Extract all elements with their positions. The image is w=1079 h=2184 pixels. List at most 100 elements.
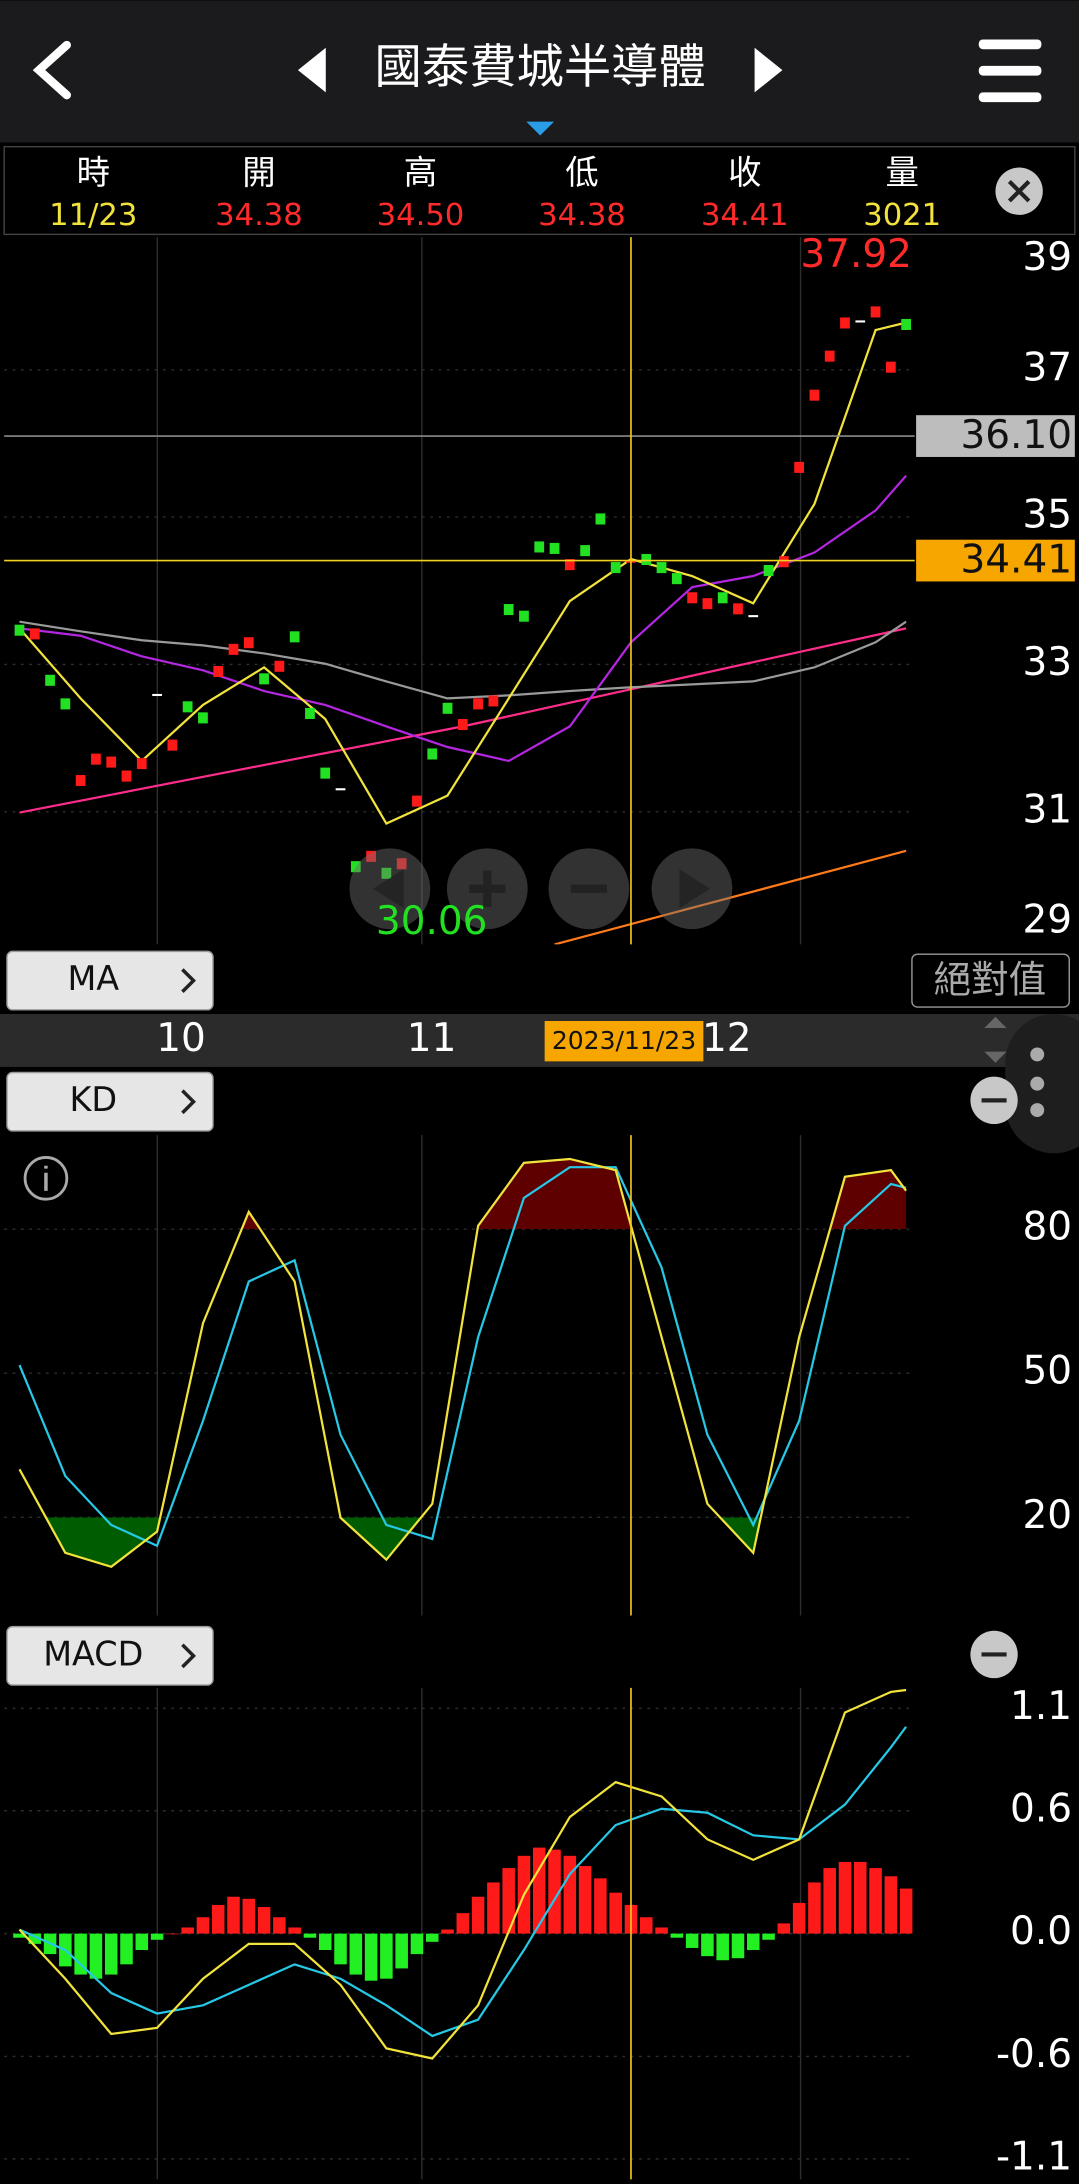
chevron xyxy=(181,1089,196,1115)
histogram-bar xyxy=(334,1933,347,1965)
back-button[interactable] xyxy=(32,40,72,100)
histogram-bar xyxy=(731,1933,745,1959)
prev-button[interactable] xyxy=(297,47,326,93)
candle xyxy=(442,702,453,714)
histogram-bar xyxy=(594,1878,607,1934)
histogram-bar xyxy=(104,1933,118,1975)
low-label: 30.06 xyxy=(376,899,488,944)
quote-label: 低 xyxy=(565,153,598,192)
price-tag-label: 36.10 xyxy=(960,413,1072,458)
histogram-bar xyxy=(211,1904,225,1934)
candle xyxy=(641,553,652,566)
mode-button[interactable] xyxy=(911,953,1070,1008)
histogram-bar xyxy=(120,1933,133,1965)
histogram-bar xyxy=(792,1902,806,1934)
candle xyxy=(580,545,590,557)
price-tag-label: 34.41 xyxy=(960,537,1072,582)
candle xyxy=(610,562,621,574)
histogram-bar xyxy=(808,1882,821,1934)
histogram-bar xyxy=(563,1855,577,1934)
y-tick-label: 33 xyxy=(1022,640,1072,685)
price-tag xyxy=(916,539,1075,582)
dif-line xyxy=(18,1688,907,2060)
candle xyxy=(152,693,162,697)
candle xyxy=(412,795,422,807)
histogram-bar xyxy=(685,1933,699,1948)
side-tab-dot xyxy=(1030,1076,1045,1091)
candle xyxy=(198,712,208,724)
candle xyxy=(717,592,728,604)
dropdown-indicator[interactable] xyxy=(526,121,555,136)
y-tick-label: 39 xyxy=(1022,235,1072,280)
candle xyxy=(794,461,805,473)
icon xyxy=(373,869,404,909)
candle xyxy=(809,389,820,401)
histogram-bar xyxy=(609,1892,622,1934)
histogram-bar xyxy=(181,1927,194,1934)
candle xyxy=(687,592,697,604)
candle xyxy=(274,660,285,672)
histogram-bar xyxy=(502,1868,515,1934)
quote-label: 時 xyxy=(77,153,110,192)
candle xyxy=(564,559,575,571)
ma-line xyxy=(554,849,907,945)
candle xyxy=(840,317,850,329)
candle xyxy=(702,598,713,610)
quote-label: 量 xyxy=(885,153,918,192)
candle xyxy=(182,701,193,713)
indicator-button[interactable] xyxy=(6,1625,214,1686)
histogram-bar xyxy=(303,1933,317,1938)
histogram-bar xyxy=(150,1933,164,1940)
candle xyxy=(228,643,239,655)
date-label: 11 xyxy=(407,1016,457,1061)
histogram-bar xyxy=(395,1933,408,1969)
histogram-bar xyxy=(747,1933,760,1951)
candle xyxy=(167,739,178,751)
histogram-bar xyxy=(166,1933,179,1935)
y-tick-label: 50 xyxy=(1022,1349,1072,1394)
candle xyxy=(473,698,483,710)
histogram-bar xyxy=(532,1847,546,1934)
y-tick-label: 0.6 xyxy=(1010,1786,1072,1831)
histogram-bar xyxy=(227,1896,240,1934)
next-button[interactable] xyxy=(754,47,783,93)
title: 國泰費城半導體 xyxy=(375,40,706,95)
histogram-bar xyxy=(456,1913,470,1934)
quote-value: 34.38 xyxy=(538,198,626,233)
indicator-button[interactable] xyxy=(6,1071,214,1132)
histogram-bar xyxy=(242,1898,256,1934)
histogram-bar xyxy=(364,1933,378,1981)
candle xyxy=(427,748,438,760)
indicator-button[interactable] xyxy=(6,950,214,1011)
icon xyxy=(679,869,711,909)
candle xyxy=(824,350,835,362)
date-label: 12 xyxy=(702,1016,752,1061)
price-plot xyxy=(14,306,912,945)
histogram-bar xyxy=(380,1933,393,1979)
y-tick-label: 0.0 xyxy=(1010,1909,1072,1954)
scroll-handle[interactable] xyxy=(984,1016,1007,1063)
menu-button[interactable] xyxy=(978,39,1042,103)
candle xyxy=(549,542,560,554)
quote-row xyxy=(3,145,1076,236)
quote-value: 34.50 xyxy=(377,198,465,233)
histogram-bar xyxy=(869,1868,882,1934)
quote-label: 高 xyxy=(404,153,437,192)
quote-label: 開 xyxy=(242,153,275,192)
candle xyxy=(259,673,269,685)
quote-label: 收 xyxy=(728,153,761,192)
date-label: 10 xyxy=(156,1016,206,1061)
quote-value: 34.41 xyxy=(701,198,789,233)
d-line xyxy=(18,1166,907,1548)
candle xyxy=(748,615,759,618)
info-button[interactable] xyxy=(23,1156,69,1201)
histogram-bar xyxy=(349,1933,363,1975)
histogram-bar xyxy=(701,1933,714,1957)
y-tick-label: 20 xyxy=(1022,1493,1072,1538)
histogram-bar xyxy=(487,1882,500,1934)
candle xyxy=(14,624,25,636)
histogram-bar xyxy=(471,1896,485,1934)
candle xyxy=(855,320,866,323)
histogram-bar xyxy=(854,1861,867,1934)
close-icon xyxy=(1007,179,1031,203)
